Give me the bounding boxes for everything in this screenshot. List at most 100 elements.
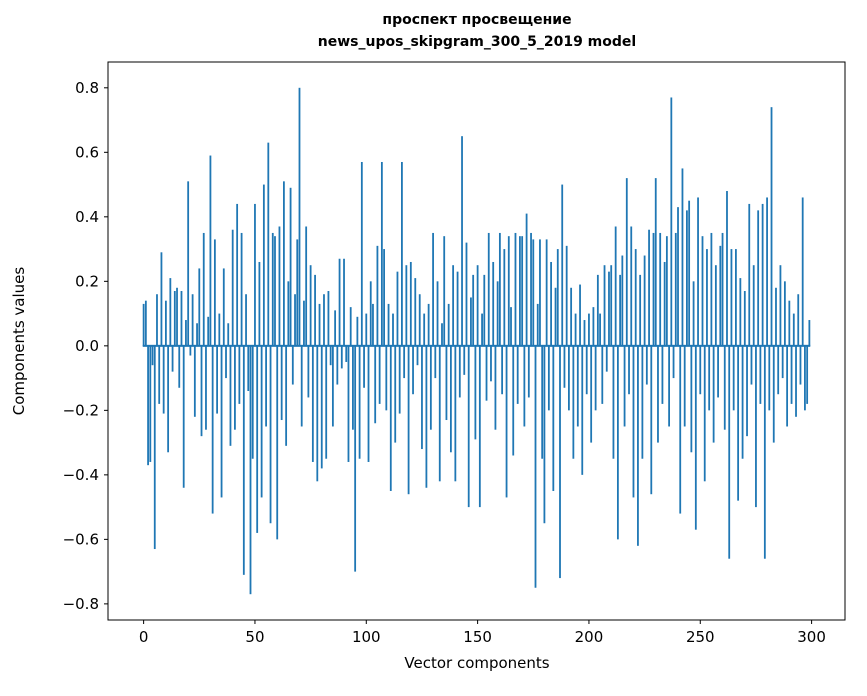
bar	[307, 345, 310, 398]
bar	[679, 345, 682, 514]
y-tick-label: 0.4	[75, 208, 99, 226]
bar	[438, 345, 441, 482]
bar	[178, 345, 181, 388]
bar	[421, 345, 423, 450]
bar	[285, 345, 288, 446]
bar	[327, 291, 330, 346]
bar	[294, 294, 296, 346]
bar	[225, 345, 227, 379]
bar	[588, 313, 590, 346]
bar	[356, 316, 359, 346]
bar	[737, 345, 740, 501]
bar	[287, 281, 290, 346]
bar	[236, 203, 239, 346]
bar	[458, 345, 461, 398]
bar	[311, 345, 314, 462]
bar	[516, 345, 519, 404]
bar	[412, 345, 414, 395]
bar	[690, 345, 693, 453]
bar	[637, 345, 639, 546]
bar	[443, 236, 446, 346]
x-tick-label: 250	[686, 628, 715, 646]
bar	[717, 345, 719, 398]
bar	[365, 313, 368, 346]
bar	[472, 274, 475, 346]
bar	[372, 303, 374, 346]
bar	[672, 345, 675, 379]
bar	[512, 345, 515, 456]
bar	[801, 197, 804, 346]
bar	[276, 345, 279, 540]
bar	[634, 249, 637, 346]
bar	[750, 345, 753, 385]
bar	[768, 345, 771, 411]
bar	[227, 323, 230, 346]
bar	[176, 287, 178, 346]
bar	[265, 345, 267, 427]
bar	[144, 300, 147, 346]
bar	[256, 345, 259, 533]
bar	[238, 345, 241, 404]
bar	[434, 345, 437, 379]
chart-title: проспект просвещение	[382, 12, 571, 28]
bar	[414, 278, 417, 346]
x-tick-label: 100	[352, 628, 381, 646]
bar	[142, 303, 145, 346]
bar	[568, 345, 570, 411]
bar	[454, 345, 457, 482]
bar	[325, 345, 328, 459]
y-tick-label: 0.8	[75, 79, 99, 97]
chart-subtitle: news_upos_skipgram_300_5_2019 model	[318, 34, 636, 50]
bar	[158, 345, 161, 404]
bar	[665, 236, 668, 346]
bar	[786, 345, 789, 427]
bar	[251, 345, 254, 459]
bar	[674, 232, 677, 346]
bar	[407, 345, 410, 495]
bar	[222, 268, 225, 346]
bar	[808, 320, 811, 346]
bar	[628, 345, 630, 395]
bar	[547, 345, 550, 411]
bar	[465, 242, 468, 346]
bar	[234, 345, 236, 430]
bar	[483, 274, 486, 346]
bar	[283, 181, 285, 346]
bar	[781, 345, 784, 379]
bar	[670, 97, 673, 346]
bar	[543, 345, 546, 524]
bar	[445, 345, 448, 421]
bar	[692, 281, 695, 346]
bar	[625, 178, 628, 346]
y-tick-label: 0.0	[75, 337, 99, 355]
bar	[360, 161, 363, 346]
bar	[677, 207, 679, 346]
bar	[205, 345, 207, 430]
bar	[160, 252, 163, 346]
bar	[503, 249, 506, 346]
bar	[449, 345, 452, 453]
y-tick-label: −0.8	[63, 595, 99, 613]
bar	[461, 136, 463, 346]
bar	[358, 345, 361, 459]
bar	[661, 345, 664, 404]
bar	[752, 265, 755, 346]
bar	[367, 345, 370, 462]
bar	[659, 232, 662, 346]
bar	[652, 232, 655, 346]
bar	[755, 345, 757, 508]
bar	[278, 226, 281, 346]
bar	[305, 226, 308, 346]
x-tick-label: 0	[139, 628, 149, 646]
bar	[202, 232, 205, 346]
bar	[209, 155, 212, 346]
bar	[216, 345, 218, 414]
bar	[180, 291, 183, 346]
bar	[596, 274, 599, 346]
bar	[218, 313, 221, 346]
bar	[574, 313, 577, 346]
bar	[579, 284, 581, 346]
bar	[245, 294, 247, 346]
